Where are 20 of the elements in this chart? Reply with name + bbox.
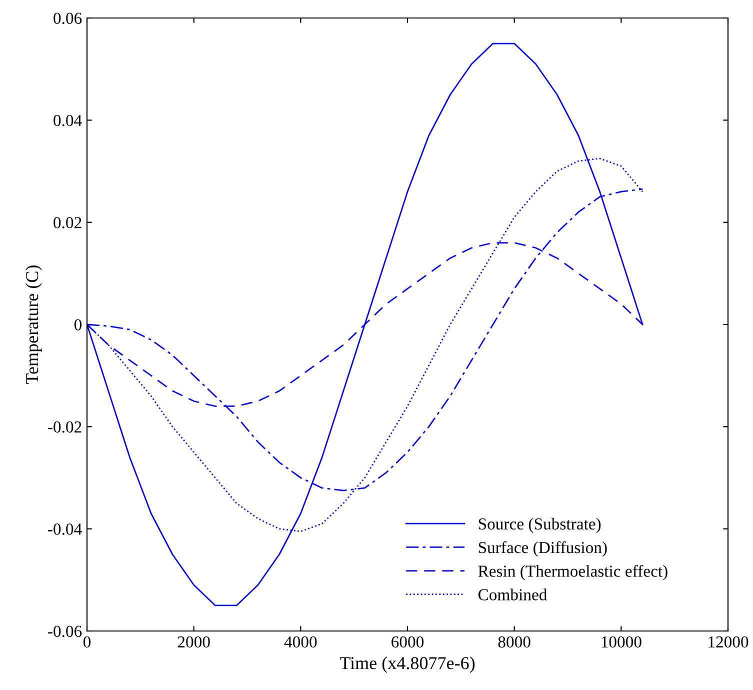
- x-tick-label: 4000: [284, 636, 317, 648]
- y-tick-label: -0.02: [48, 421, 82, 433]
- x-tick-label: 8000: [498, 636, 530, 648]
- y-tick-label: -0.06: [48, 626, 82, 638]
- x-tick-label: 2000: [178, 636, 210, 648]
- x-axis-title: Time (x4.8077e-6): [340, 656, 475, 673]
- y-axis-title: Temperature (C): [25, 266, 42, 384]
- x-tick-label: 10000: [602, 636, 642, 648]
- y-tick-label: 0.06: [54, 12, 82, 24]
- x-tick-label: 12000: [708, 636, 748, 648]
- legend-label: Source (Substrate): [478, 518, 601, 533]
- y-tick-label: 0.02: [54, 217, 82, 228]
- x-tick-label: 6000: [392, 636, 424, 648]
- legend-label: Surface (Diffusion): [478, 541, 607, 557]
- y-tick-label: -0.04: [48, 524, 82, 535]
- y-tick-label: 0.04: [54, 114, 82, 126]
- x-tick-label: 0: [83, 636, 91, 648]
- legend-label: Combined: [478, 588, 548, 600]
- legend-label: Resin (Thermoelastic effect): [478, 564, 668, 580]
- y-tick-label: 0: [74, 319, 82, 330]
